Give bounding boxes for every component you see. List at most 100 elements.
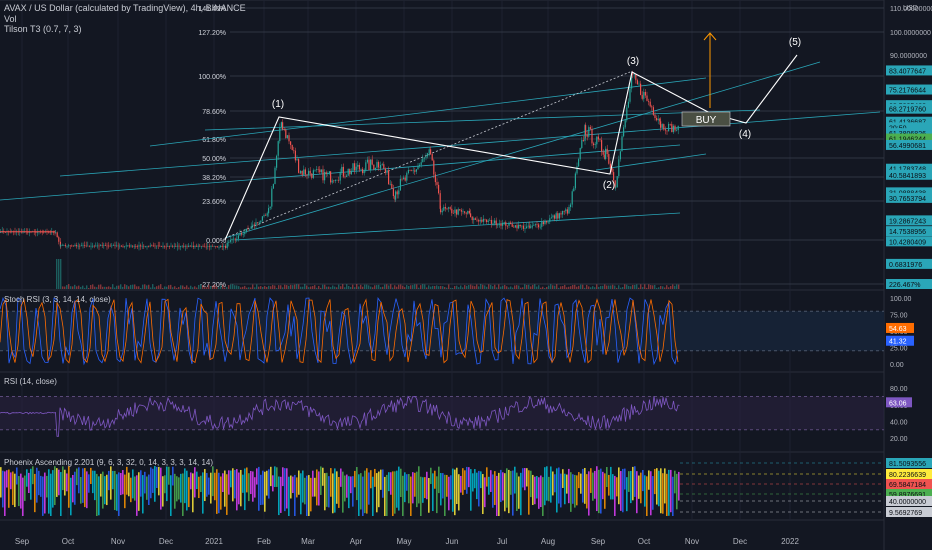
volume-bar [520, 287, 522, 289]
candle-body [581, 140, 583, 149]
volume-bar [74, 284, 76, 289]
candle-body [175, 245, 177, 247]
candle-body [293, 149, 295, 151]
candle-body [391, 183, 393, 189]
candle-body [304, 169, 306, 175]
volume-bar [122, 286, 124, 289]
candle-body [241, 233, 243, 235]
candle-body [585, 125, 587, 135]
phoenix-bar [424, 477, 426, 499]
phoenix-bar [624, 468, 626, 490]
candle-body [291, 144, 293, 150]
candle-body [247, 228, 249, 230]
phoenix-bar [456, 467, 458, 505]
phoenix-bar [382, 469, 384, 498]
volume-bar [550, 284, 552, 289]
volume-bar [324, 284, 326, 289]
phoenix-bar [6, 470, 8, 488]
candle-body [204, 246, 206, 248]
volume-bar [450, 287, 452, 289]
candle-body [167, 246, 169, 247]
candle-body [41, 231, 43, 233]
phoenix-bar [392, 471, 394, 516]
phoenix-bar [208, 477, 210, 495]
candle-body [608, 154, 610, 164]
volume-bar [420, 285, 422, 289]
volume-bar [556, 284, 558, 289]
candle-body [197, 245, 199, 247]
phoenix-bar [596, 466, 598, 512]
volume-bar [334, 286, 336, 289]
candle-body [514, 225, 516, 228]
buy-zone[interactable]: BUY [681, 111, 731, 127]
volume-bar [430, 286, 432, 289]
phoenix-bar [368, 472, 370, 505]
phoenix-bar [276, 467, 278, 487]
volume-bar [234, 285, 236, 289]
phoenix-bar [494, 471, 496, 505]
candle-body [668, 123, 670, 132]
price-badge-label: 19.2867243 [889, 218, 926, 225]
candle-body [623, 127, 625, 137]
buy-zone-box[interactable] [681, 111, 731, 127]
candle-body [486, 219, 488, 223]
candle-body [641, 94, 643, 99]
candle-body [657, 118, 659, 121]
candle-body [609, 163, 611, 168]
candle-body [471, 216, 473, 221]
volume-bar [650, 285, 652, 289]
volume-bar [242, 286, 244, 289]
volume-bar [80, 286, 82, 289]
volume-bar [452, 287, 454, 289]
volume-bar [474, 286, 476, 289]
candle-body [239, 233, 241, 236]
candle-body [242, 234, 244, 235]
candle-body [404, 177, 406, 181]
candle-body [212, 246, 214, 247]
volume-bar [524, 284, 526, 289]
candle-body [92, 245, 94, 247]
elliott-wave-lines [224, 54, 798, 241]
phoenix-bar [602, 471, 604, 500]
candle-body [672, 125, 674, 133]
candle-body [265, 215, 267, 216]
candle-body [606, 148, 608, 155]
phoenix-bar [514, 466, 516, 494]
volume-bar [100, 284, 102, 289]
candle-body [500, 223, 502, 226]
phoenix-bar [30, 468, 32, 500]
phoenix-bar [418, 466, 420, 504]
phoenix-bar [318, 471, 320, 506]
phoenix-bar [184, 468, 186, 504]
time-axis-label: Feb [257, 537, 271, 546]
candle-body [527, 225, 529, 227]
candle-body [49, 232, 51, 234]
volume-bar [434, 285, 436, 289]
volume-bar [260, 286, 262, 289]
time-axis-label: Nov [685, 537, 699, 546]
phoenix-bar [32, 466, 34, 485]
volume-bar [304, 284, 306, 289]
candle-body [381, 164, 383, 166]
phoenix-bar [146, 476, 148, 500]
candle-body [415, 169, 417, 172]
phoenix-bar [16, 467, 18, 485]
phoenix-bar [660, 468, 662, 514]
volume-bar [356, 284, 358, 289]
phoenix-bar [180, 473, 182, 503]
volume-bar [380, 287, 382, 289]
candle-body [109, 245, 111, 247]
phoenix-bar [46, 475, 48, 498]
candle-body [213, 246, 215, 247]
phoenix-bar [22, 477, 24, 516]
candle-body [574, 173, 576, 189]
candle-body [347, 168, 349, 176]
phoenix-bar [570, 472, 572, 512]
phoenix-bar [148, 474, 150, 506]
phoenix-bar [2, 470, 4, 508]
phoenix-bar [268, 469, 270, 499]
phoenix-bar [362, 476, 364, 516]
volume-bar [216, 286, 218, 289]
volume-bar [668, 287, 670, 289]
volume-bar [158, 285, 160, 289]
